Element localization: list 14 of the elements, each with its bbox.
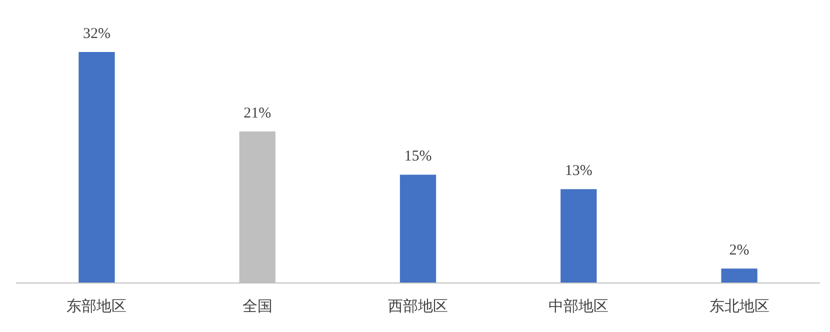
bar [78, 52, 115, 283]
x-tick-label: 西部地区 [388, 298, 448, 315]
bar [400, 174, 436, 283]
x-tick-label: 全国 [242, 298, 272, 315]
x-tick-label: 东北地区 [709, 298, 770, 315]
data-label: 13% [564, 163, 592, 180]
data-label: 21% [244, 105, 272, 122]
data-label: 15% [404, 148, 432, 165]
x-tick-label: 中部地区 [548, 298, 609, 315]
x-tick-label: 东部地区 [66, 298, 127, 315]
data-label: 2% [729, 242, 750, 259]
bar [721, 268, 758, 283]
data-label: 32% [82, 26, 110, 42]
bar [560, 189, 597, 283]
